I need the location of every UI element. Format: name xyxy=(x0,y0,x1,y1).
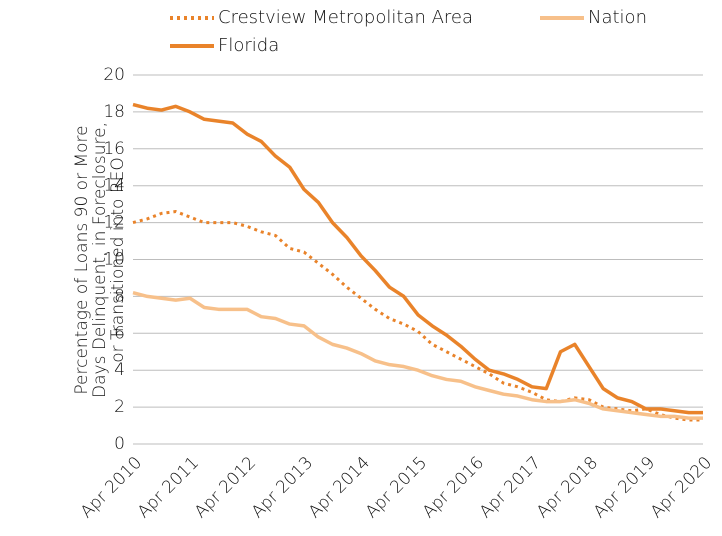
legend-label: Nation xyxy=(588,7,647,28)
y-tick-label: 18 xyxy=(103,102,125,122)
y-tick-label: 4 xyxy=(114,360,125,380)
y-tick-label: 6 xyxy=(114,323,125,343)
series-line xyxy=(132,102,703,415)
y-tick-label: 8 xyxy=(114,286,125,306)
x-tick-label: Apr 2014 xyxy=(305,453,374,522)
y-tick-label: 12 xyxy=(103,213,125,233)
y-tick-label: 20 xyxy=(103,65,125,85)
y-tick-label: 0 xyxy=(114,434,125,454)
y-axis-label: Percentage of Loans 90 or More xyxy=(72,125,92,394)
x-tick-label: Apr 2011 xyxy=(134,453,203,522)
series-line xyxy=(132,210,703,422)
series-line xyxy=(132,291,703,420)
y-tick-label: 14 xyxy=(103,176,125,196)
x-tick-label: Apr 2017 xyxy=(476,453,545,522)
y-axis-label: or Transitioned into REO xyxy=(108,157,128,363)
x-tick-label: Apr 2012 xyxy=(191,453,260,522)
x-tick-label: Apr 2019 xyxy=(590,453,659,522)
x-tick-label: Apr 2013 xyxy=(248,453,317,522)
legend-label: Crestview Metropolitan Area xyxy=(218,7,473,28)
y-tick-label: 10 xyxy=(103,250,125,270)
y-tick-label: 2 xyxy=(114,397,125,417)
x-tick-label: Apr 2018 xyxy=(533,453,602,522)
legend-label: Florida xyxy=(218,35,279,56)
x-tick-label: Apr 2020 xyxy=(647,453,716,522)
y-tick-label: 16 xyxy=(103,139,125,159)
x-tick-label: Apr 2010 xyxy=(77,453,146,522)
x-tick-label: Apr 2016 xyxy=(419,453,488,522)
y-axis-label: Days Delinquent, in Foreclosure, xyxy=(90,122,110,398)
x-tick-label: Apr 2015 xyxy=(362,453,431,522)
